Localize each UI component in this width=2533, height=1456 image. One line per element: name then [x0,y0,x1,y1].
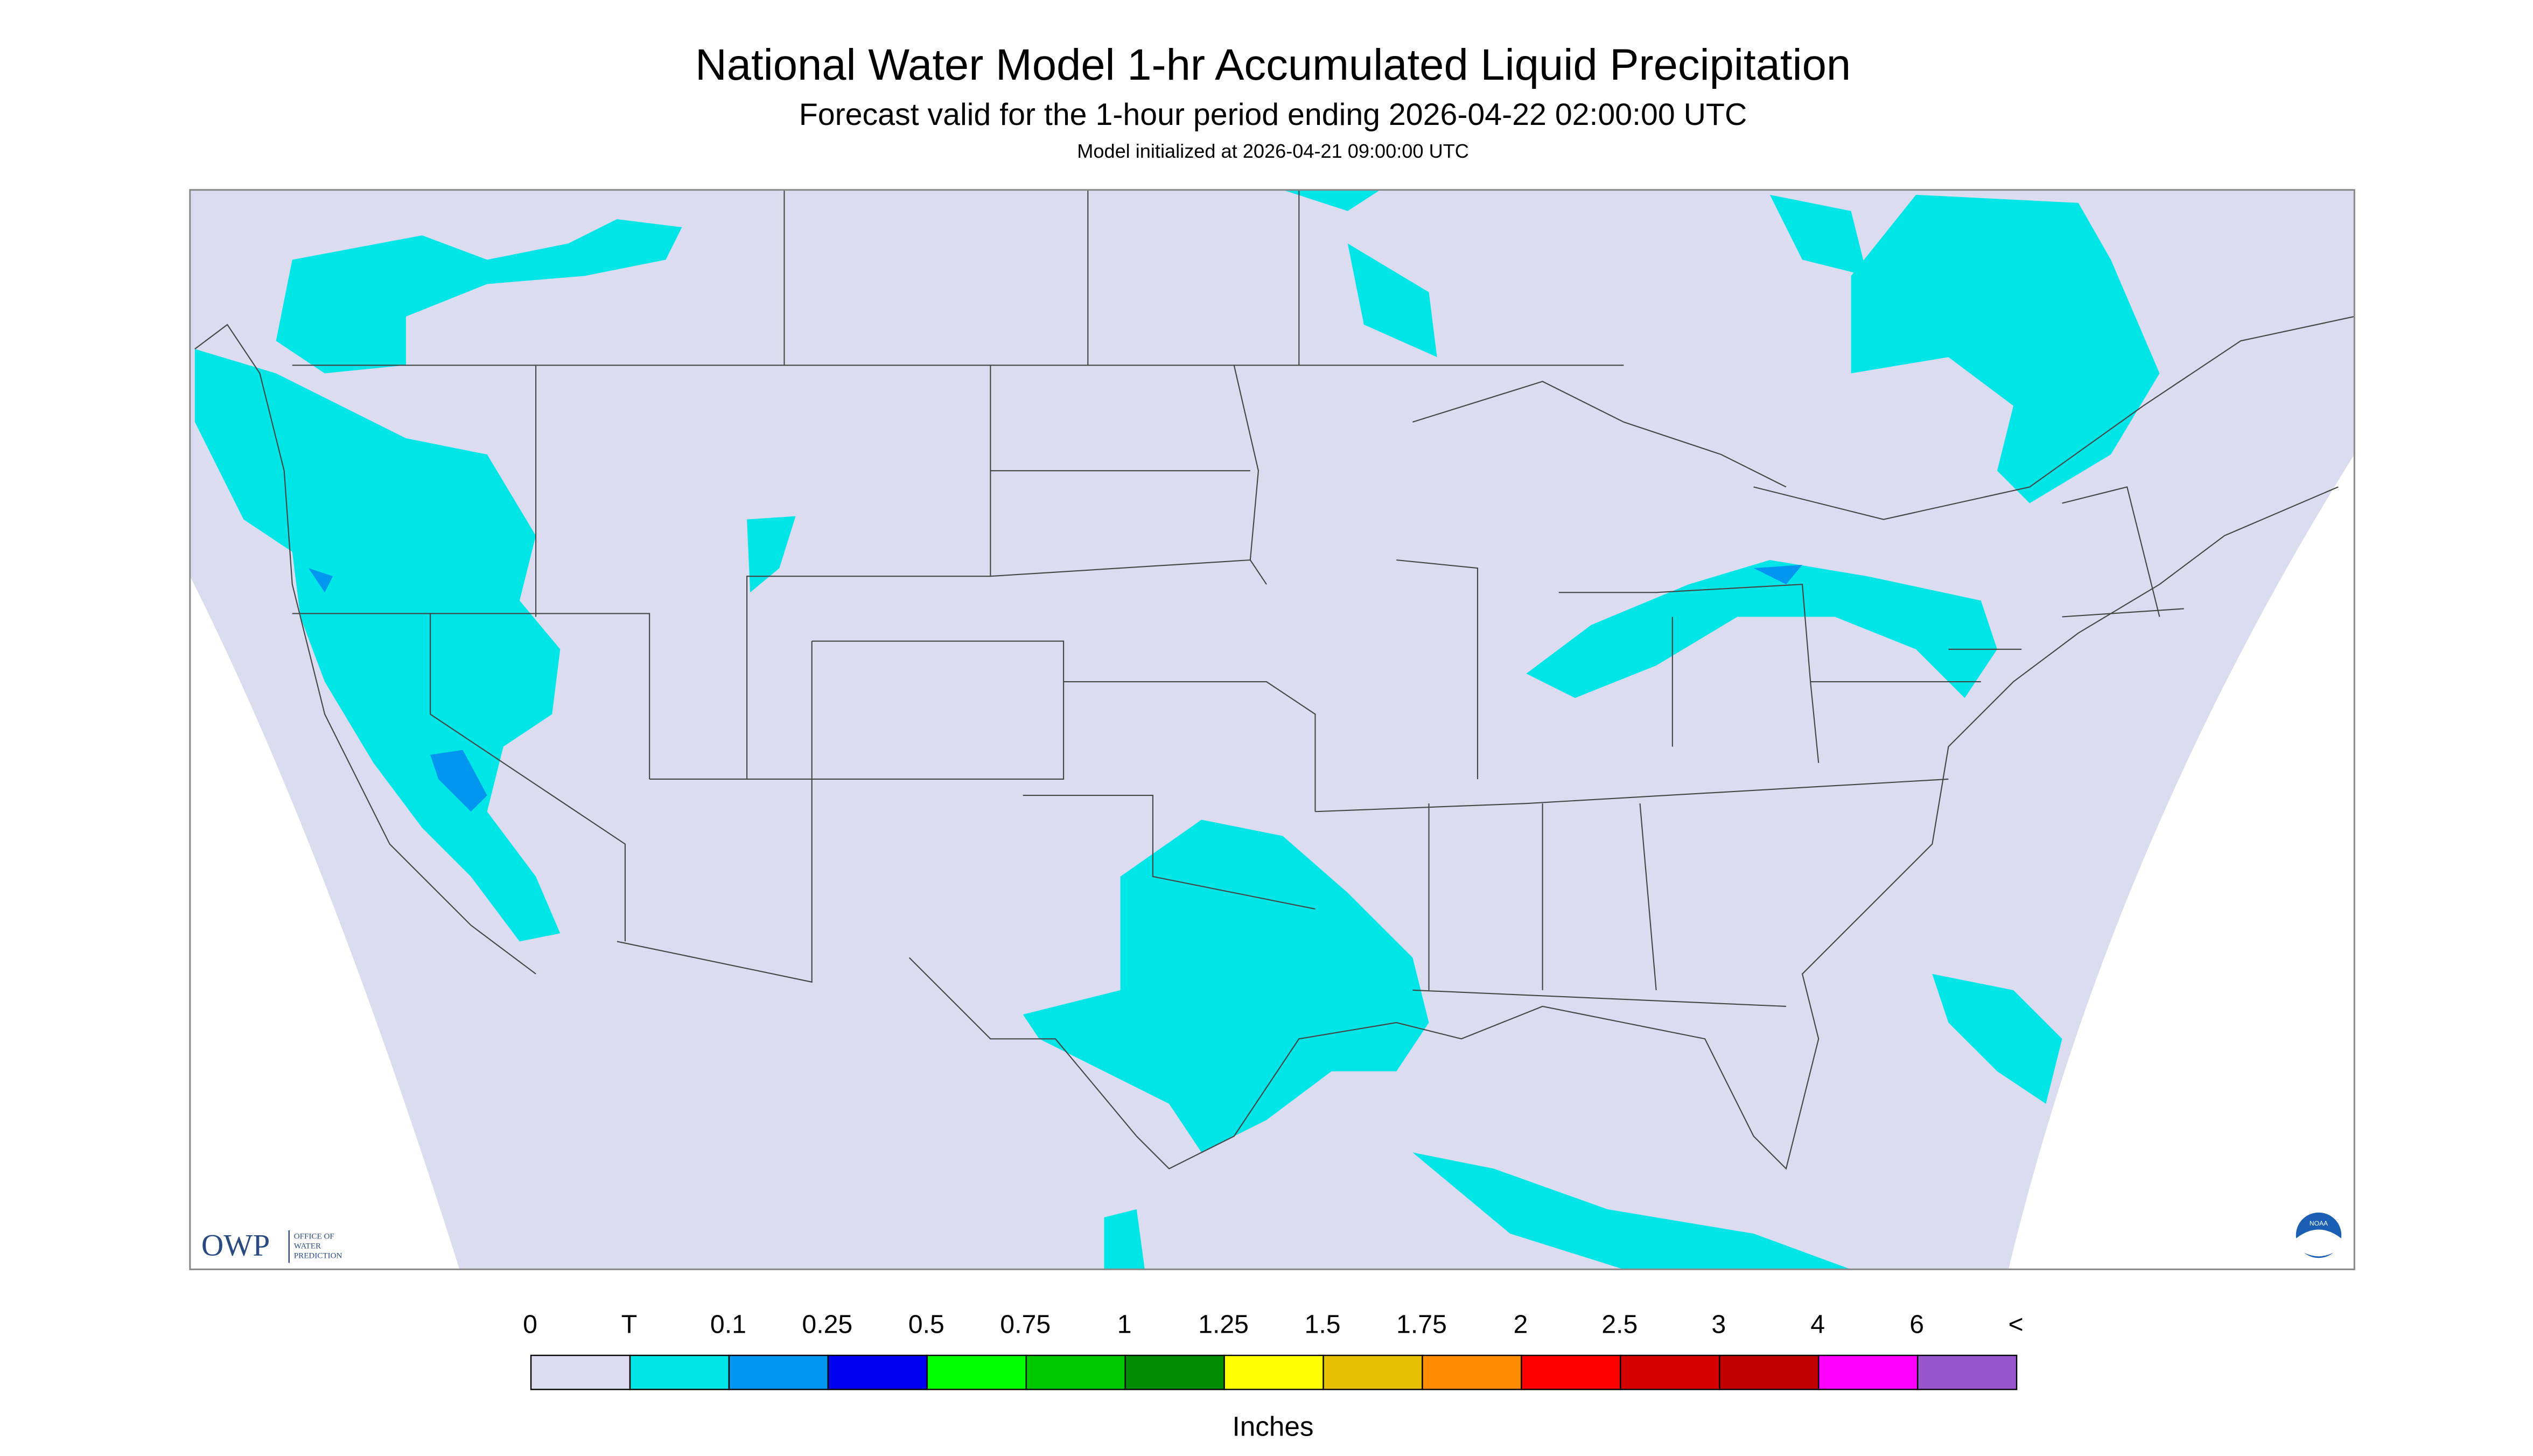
legend-label: 2.5 [1601,1310,1638,1339]
legend-label: 0.5 [908,1310,944,1339]
legend-label: 1.5 [1305,1310,1341,1339]
legend-label: 1.25 [1198,1310,1249,1339]
legend-swatch [1223,1354,1324,1390]
noaa-logo-text: NOAA [2310,1220,2328,1227]
init-time: Model initialized at 2026-04-21 09:00:00… [1077,140,1469,162]
legend-label: 1.75 [1396,1310,1447,1339]
legend-label: 6 [1909,1310,1924,1339]
legend-label: T [621,1310,637,1339]
owp-logo: OWP [201,1228,270,1262]
legend-swatch [1620,1354,1720,1390]
boundaries [194,190,2355,1170]
noaa-logo-wave [2296,1229,2342,1257]
legend-label: < [2009,1310,2024,1339]
map: OWP OFFICE OF WATER PREDICTION NOAA [189,189,2355,1270]
owp-line: WATER [294,1242,321,1251]
legend-label: 4 [1810,1310,1825,1339]
legend-swatch [827,1354,928,1390]
legend-swatch [1818,1354,1919,1390]
legend-label: 2 [1513,1310,1528,1339]
legend-swatch [1916,1354,2018,1390]
owp-line: OFFICE OF [294,1232,334,1241]
legend-label: 0.75 [1000,1310,1051,1339]
legend-swatch [1124,1354,1225,1390]
map-frame [189,189,2355,1270]
legend-unit: Inches [1233,1411,1314,1441]
outside-domain [190,576,460,1270]
legend: 0 T 0.1 0.25 0.5 0.75 1 1.25 1.5 1.75 2 2.5 3 4 6 < [523,1310,2024,1390]
legend-label: 1 [1117,1310,1132,1339]
subtitle: Forecast valid for the 1-hour period end… [799,97,1747,132]
legend-swatch [629,1354,730,1390]
outside-domain [2009,454,2355,1270]
legend-swatch [1025,1354,1126,1390]
legend-label: 0 [523,1310,537,1339]
title: National Water Model 1-hr Accumulated Li… [695,40,1851,89]
legend-swatch [1719,1354,1820,1390]
legend-swatch [530,1354,631,1390]
legend-label: 0.1 [710,1310,746,1339]
legend-swatch [1422,1354,1522,1390]
legend-swatch [1521,1354,1621,1390]
owp-line: PREDICTION [294,1252,342,1261]
legend-swatch [728,1354,829,1390]
legend-label: 0.25 [802,1310,852,1339]
legend-swatch [1323,1354,1423,1390]
legend-swatch [926,1354,1027,1390]
legend-label: 3 [1711,1310,1726,1339]
